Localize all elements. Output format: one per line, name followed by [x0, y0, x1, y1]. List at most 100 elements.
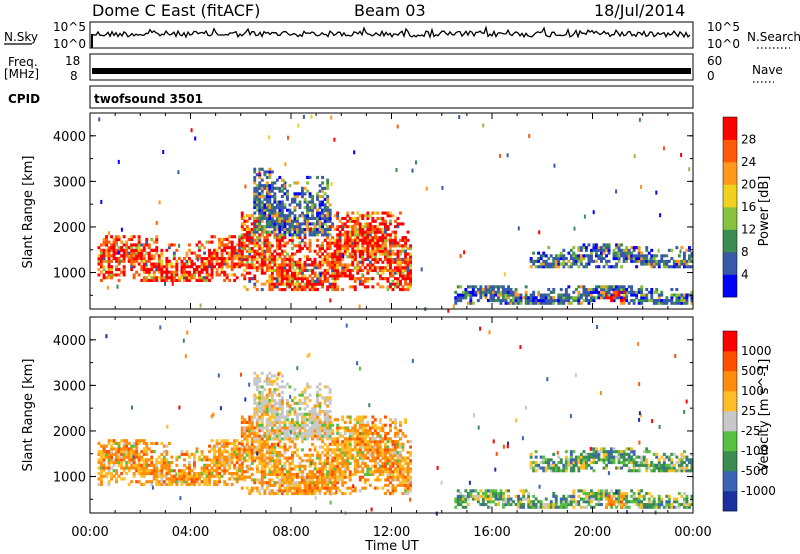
- echo-cell: [346, 461, 350, 465]
- echo-cell: [303, 268, 307, 272]
- echo-cell: [301, 434, 304, 438]
- echo-cell: [293, 285, 297, 289]
- echo-cell: [240, 459, 244, 463]
- echo-cell: [625, 299, 629, 303]
- echo-cell: [248, 431, 252, 435]
- echo-cell: [255, 227, 259, 231]
- echo-cell: [275, 434, 279, 438]
- echo-cell: [338, 271, 342, 275]
- echo-cell: [115, 480, 118, 484]
- echo-cell: [223, 461, 227, 465]
- echo-cell: [368, 453, 372, 457]
- echo-cell: [188, 243, 191, 247]
- echo-cell: [333, 418, 337, 422]
- echo-cell: [378, 227, 382, 231]
- echo-cell: [306, 453, 309, 457]
- echo-cell: [208, 265, 211, 269]
- echo-cell: [198, 240, 201, 244]
- echo-cell: [117, 444, 121, 448]
- echo-cell: [122, 444, 126, 448]
- echo-cell: [356, 233, 360, 237]
- echo-cell: [336, 227, 340, 231]
- echo-cell: [245, 464, 249, 468]
- echo-cell: [127, 450, 131, 454]
- echo-cell: [298, 486, 302, 490]
- echo-cell: [248, 233, 252, 237]
- echo-cell: [105, 248, 108, 252]
- echo-cell: [228, 477, 232, 481]
- echo-cell: [107, 262, 111, 266]
- echo-cell: [572, 246, 576, 250]
- echo-cell: [215, 450, 219, 454]
- echo-cell: [311, 420, 314, 424]
- echo-cell: [303, 219, 307, 223]
- echo-cell: [331, 271, 335, 275]
- echo-cell: [341, 475, 345, 479]
- echo-cell: [409, 459, 412, 463]
- echo-cell: [559, 257, 563, 261]
- echo-cell: [351, 263, 355, 267]
- echo-cell: [348, 461, 352, 465]
- echo-cell: [265, 382, 269, 386]
- echo-cell: [637, 254, 641, 258]
- echo-cell: [218, 450, 221, 454]
- echo-cell: [110, 254, 113, 258]
- echo-cell: [243, 222, 247, 226]
- echo-cell: [140, 482, 144, 486]
- echo-cell: [386, 483, 390, 487]
- echo-cell: [253, 448, 257, 452]
- echo-cell: [122, 243, 126, 247]
- echo-cell: [260, 426, 264, 430]
- echo-cell: [243, 434, 247, 438]
- echo-cell: [409, 445, 412, 449]
- echo-cell: [301, 263, 304, 267]
- echo-cell: [203, 463, 206, 467]
- echo-cell: [384, 459, 387, 463]
- echo-cell: [171, 281, 174, 286]
- echo-cell: [620, 288, 623, 292]
- echo-cell: [260, 266, 264, 270]
- echo-cell: [260, 216, 264, 220]
- echo-cell: [348, 456, 352, 460]
- echo-cell: [539, 254, 543, 258]
- echo-cell: [286, 382, 289, 386]
- echo-cell: [248, 249, 252, 253]
- echo-cell: [298, 470, 302, 474]
- echo-cell: [230, 251, 234, 255]
- echo-cell: [363, 445, 367, 449]
- echo-cell: [245, 459, 249, 463]
- echo-cell: [208, 463, 211, 467]
- echo-cell: [155, 480, 159, 484]
- echo-cell: [273, 263, 277, 267]
- echo-cell: [409, 255, 412, 259]
- echo-cell: [273, 470, 277, 474]
- echo-cell: [371, 459, 375, 463]
- echo-cell: [303, 483, 307, 487]
- echo-cell: [288, 385, 292, 389]
- echo-cell: [180, 482, 184, 486]
- echo-cell: [399, 429, 402, 433]
- echo-cell: [245, 225, 249, 229]
- echo-cell: [311, 483, 314, 487]
- echo-cell: [250, 255, 254, 259]
- echo-cell: [389, 456, 392, 460]
- echo-cell: [255, 407, 259, 411]
- echo-cell: [280, 208, 284, 212]
- echo-cell: [595, 254, 598, 258]
- echo-cell: [296, 481, 299, 485]
- echo-cell: [248, 434, 252, 438]
- echo-cell: [298, 481, 302, 485]
- echo-cell: [142, 463, 146, 467]
- echo-cell: [637, 257, 641, 261]
- echo-cell: [147, 259, 151, 263]
- echo-cell: [265, 186, 269, 190]
- echo-cell: [406, 271, 410, 275]
- echo-cell: [117, 452, 121, 456]
- echo-cell: [137, 466, 141, 470]
- freq-panel-frame: [89, 53, 694, 81]
- echo-cell: [278, 271, 282, 275]
- echo-cell: [321, 481, 324, 485]
- echo-cell: [167, 441, 171, 445]
- echo-cell: [253, 192, 257, 196]
- echo-cell: [142, 276, 146, 280]
